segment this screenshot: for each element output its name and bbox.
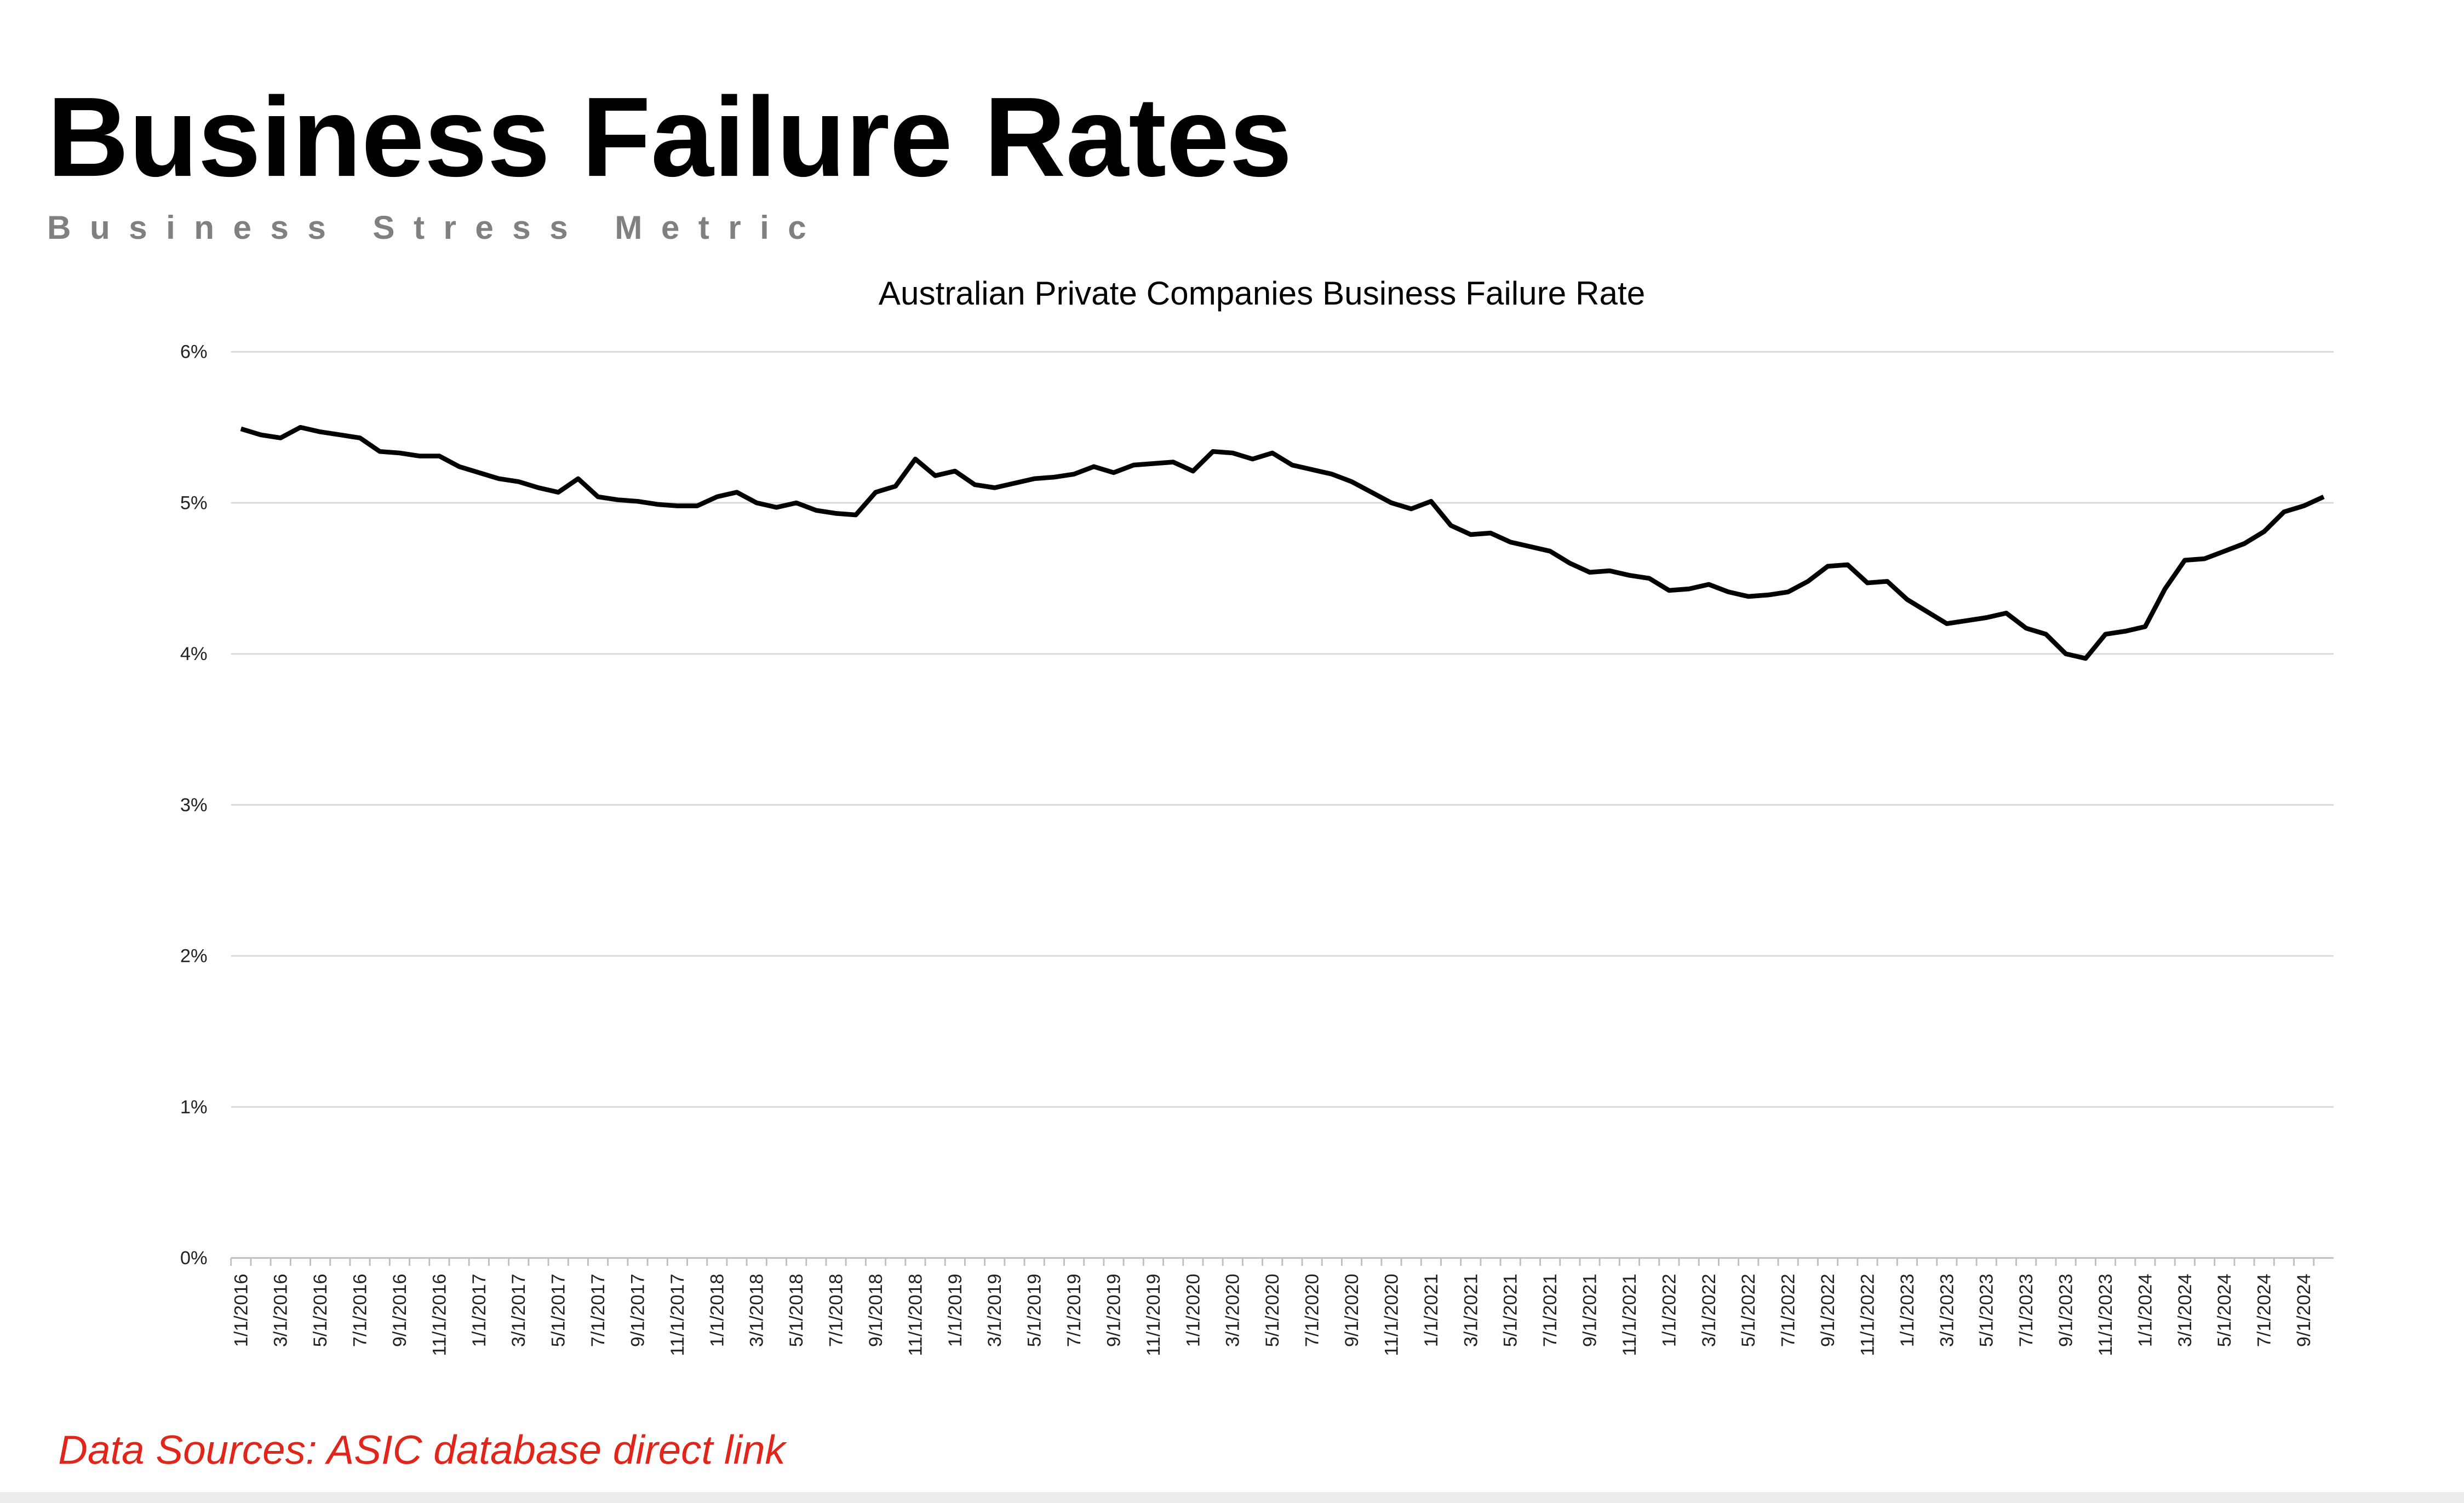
x-tick-label: 5/1/2018 xyxy=(786,1273,807,1347)
x-tick-label: 11/1/2016 xyxy=(429,1273,450,1356)
x-tick-label: 9/1/2023 xyxy=(2056,1273,2077,1347)
page-subtitle: Business Stress Metric xyxy=(47,209,825,246)
x-tick-label: 11/1/2022 xyxy=(1857,1273,1878,1356)
x-tick-label: 3/1/2016 xyxy=(271,1273,291,1347)
x-tick-label: 9/1/2019 xyxy=(1103,1273,1124,1347)
x-tick-label: 11/1/2018 xyxy=(905,1273,926,1356)
x-tick-label: 9/1/2021 xyxy=(1580,1273,1601,1347)
x-tick-label: 9/1/2024 xyxy=(2294,1273,2314,1347)
x-tick-label: 7/1/2017 xyxy=(588,1273,609,1347)
x-tick-label: 5/1/2024 xyxy=(2214,1273,2235,1347)
x-tick-label: 3/1/2019 xyxy=(984,1273,1005,1347)
x-tick-label: 9/1/2018 xyxy=(866,1273,886,1347)
y-tick-label: 3% xyxy=(180,795,208,816)
x-tick-label: 7/1/2022 xyxy=(1778,1273,1799,1347)
x-tick-label: 1/1/2020 xyxy=(1183,1273,1204,1347)
y-tick-label: 4% xyxy=(180,644,208,664)
x-tick-label: 7/1/2024 xyxy=(2254,1273,2275,1347)
x-tick-label: 7/1/2020 xyxy=(1302,1273,1323,1347)
x-tick-label: 1/1/2019 xyxy=(945,1273,966,1347)
source-note: Data Sources: ASIC database direct link xyxy=(58,1427,787,1472)
x-tick-label: 1/1/2022 xyxy=(1659,1273,1680,1347)
x-tick-label: 3/1/2023 xyxy=(1936,1273,1957,1347)
x-tick-label: 7/1/2021 xyxy=(1540,1273,1561,1347)
x-tick-label: 5/1/2016 xyxy=(310,1273,331,1347)
y-tick-label: 0% xyxy=(180,1248,208,1269)
x-tick-label: 9/1/2017 xyxy=(627,1273,648,1347)
x-tick-label: 3/1/2021 xyxy=(1460,1273,1481,1347)
x-tick-label: 1/1/2021 xyxy=(1421,1273,1442,1347)
x-tick-label: 7/1/2016 xyxy=(350,1273,371,1347)
x-tick-label: 7/1/2019 xyxy=(1064,1273,1085,1347)
x-tick-label: 11/1/2019 xyxy=(1143,1273,1164,1356)
x-tick-label: 9/1/2020 xyxy=(1342,1273,1362,1347)
x-tick-label: 5/1/2020 xyxy=(1262,1273,1283,1347)
x-tick-label: 5/1/2022 xyxy=(1738,1273,1759,1347)
y-tick-label: 1% xyxy=(180,1097,208,1117)
x-tick-label: 9/1/2022 xyxy=(1818,1273,1838,1347)
x-tick-label: 1/1/2018 xyxy=(707,1273,727,1347)
x-tick-label: 9/1/2016 xyxy=(389,1273,410,1347)
x-tick-label: 5/1/2017 xyxy=(548,1273,569,1347)
x-tick-label: 3/1/2022 xyxy=(1699,1273,1720,1347)
chart-title: Australian Private Companies Business Fa… xyxy=(879,274,1645,312)
x-tick-label: 3/1/2018 xyxy=(747,1273,767,1347)
y-tick-label: 2% xyxy=(180,946,208,967)
x-tick-label: 3/1/2024 xyxy=(2175,1273,2196,1347)
x-tick-label: 3/1/2020 xyxy=(1223,1273,1244,1347)
x-tick-label: 11/1/2020 xyxy=(1381,1273,1402,1356)
x-tick-label: 7/1/2018 xyxy=(826,1273,847,1347)
x-tick-label: 11/1/2017 xyxy=(667,1273,688,1356)
y-tick-label: 6% xyxy=(180,342,208,363)
y-tick-label: 5% xyxy=(180,492,208,513)
x-tick-label: 11/1/2021 xyxy=(1619,1273,1640,1356)
x-tick-label: 1/1/2016 xyxy=(231,1273,251,1347)
x-tick-label: 7/1/2023 xyxy=(2016,1273,2037,1347)
x-tick-label: 3/1/2017 xyxy=(508,1273,529,1347)
page-title: Business Failure Rates xyxy=(47,73,1292,200)
x-tick-label: 5/1/2021 xyxy=(1500,1273,1521,1347)
x-tick-label: 11/1/2023 xyxy=(2095,1273,2116,1356)
x-tick-label: 5/1/2023 xyxy=(1976,1273,1997,1347)
bottom-strip xyxy=(0,1491,2464,1503)
data-line xyxy=(240,424,2325,661)
x-tick-label: 1/1/2024 xyxy=(2135,1273,2156,1347)
x-tick-label: 1/1/2023 xyxy=(1897,1273,1918,1347)
x-tick-label: 5/1/2019 xyxy=(1024,1273,1045,1347)
x-tick-label: 1/1/2017 xyxy=(469,1273,490,1347)
